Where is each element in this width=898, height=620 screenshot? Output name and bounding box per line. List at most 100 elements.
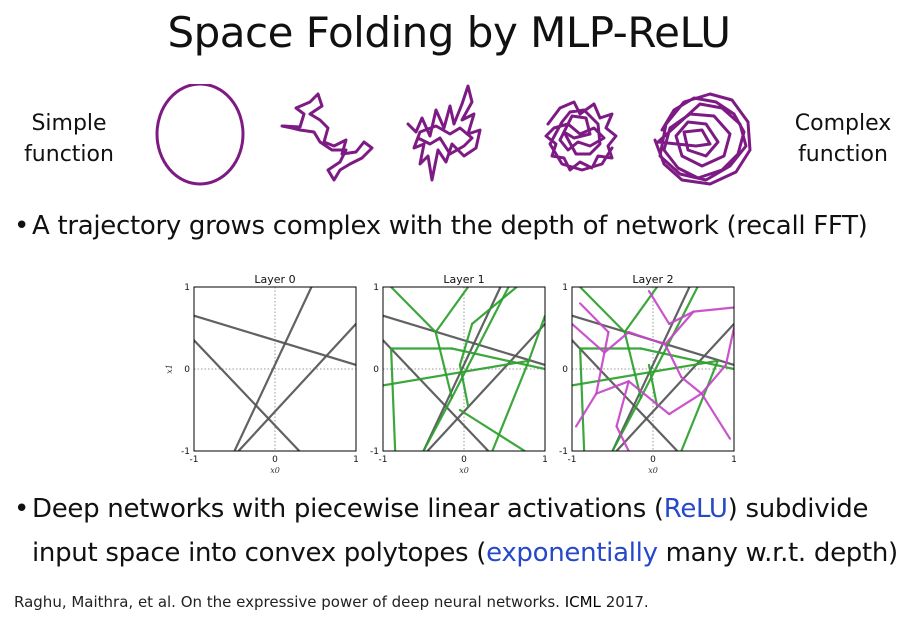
bullet2-line2-pre: input space into convex polytopes (: [32, 538, 487, 568]
citation-pre: Raghu, Maithra, et al. On the expressive…: [14, 593, 565, 611]
y-tick-label: -1: [181, 447, 190, 457]
bullet2-line2-post: many w.r.t. depth): [657, 538, 898, 568]
segment-layer1: [639, 347, 734, 371]
y-tick-label: 0: [562, 365, 568, 375]
segment-layer0: [233, 287, 313, 451]
segments-group: [383, 287, 545, 451]
bullet-dot: •: [14, 211, 30, 241]
segment-layer0: [422, 287, 502, 451]
segment-layer1: [623, 330, 642, 399]
segment-layer1: [390, 287, 437, 334]
complex-label-line2: function: [798, 142, 888, 167]
segment-layer1: [579, 347, 586, 451]
segment-layer1: [647, 363, 659, 407]
segment-layer2: [668, 392, 703, 416]
y-tick-label: 0: [184, 365, 190, 375]
y-tick-label: 1: [184, 283, 190, 293]
segment-layer1: [450, 347, 545, 371]
x-tick-label: 0: [650, 455, 656, 465]
trajectory-depth-2: [406, 84, 482, 182]
segment-layer2: [680, 376, 703, 395]
layer-panel-1: Layer 1 -1 0 1 -1 0 1 x0: [370, 273, 548, 475]
x-tick-label: -1: [568, 455, 577, 465]
y-tick-label: 1: [562, 283, 568, 293]
bullet-trajectory: • A trajectory grows complex with the dep…: [14, 211, 868, 241]
segment-layer1: [458, 322, 474, 367]
segment-layer1: [572, 359, 719, 387]
plot-frame: [571, 286, 735, 452]
segment-layer2: [627, 330, 667, 346]
bullet-relu: • Deep networks with piecewise linear act…: [14, 494, 868, 524]
segment-layer2: [615, 380, 630, 428]
segment-layer2: [700, 363, 728, 395]
segment-layer1: [611, 396, 642, 451]
segment-layer0: [611, 287, 691, 451]
x-tick-label: 0: [272, 455, 278, 465]
segment-layer2: [603, 330, 630, 354]
plot-title: Layer 0: [254, 273, 295, 286]
exponentially-highlight: exponentially: [486, 538, 658, 568]
y-tick-label: -1: [559, 447, 568, 457]
complex-label-line1: Complex: [794, 111, 892, 136]
segment-layer1: [623, 287, 659, 334]
plot-frame: [193, 286, 357, 452]
segment-layer1: [434, 330, 453, 399]
plot-title: Layer 1: [443, 273, 484, 286]
segment-layer0: [615, 322, 734, 451]
x-axis-label: x0: [459, 466, 469, 475]
x-tick-label: -1: [190, 455, 199, 465]
x-tick-label: 1: [731, 455, 737, 465]
y-tick-label: 1: [373, 283, 379, 293]
segment-layer1: [390, 347, 397, 451]
segment-layer2: [595, 380, 630, 395]
bullet2-pre: Deep networks with piecewise linear acti…: [32, 494, 664, 524]
segment-layer1: [383, 359, 530, 387]
segments-group: [194, 287, 356, 451]
segment-layer2: [647, 290, 671, 326]
trajectory-circle: [155, 84, 245, 186]
segment-layer2: [572, 322, 606, 354]
segment-layer2: [664, 343, 683, 379]
segment-layer1: [491, 359, 530, 451]
segment-layer2: [574, 392, 598, 428]
x-tick-label: 0: [461, 455, 467, 465]
segment-layer0: [194, 339, 301, 451]
segment-layer1: [450, 287, 510, 399]
trajectory-depth-3: [544, 100, 618, 172]
y-tick-label: 0: [373, 365, 379, 375]
simple-label-line2: function: [24, 142, 114, 167]
segment-layer0: [426, 322, 545, 451]
segment-layer2: [579, 302, 610, 334]
segment-layer2: [595, 330, 610, 395]
y-axis-label: x1: [165, 364, 174, 374]
slide-title: Space Folding by MLP-ReLU: [167, 8, 731, 57]
segment-layer1: [434, 287, 470, 334]
segment-layer2: [615, 425, 630, 451]
layer-panel-2: Layer 2 -1 0 1 -1 0 1 x0: [559, 273, 737, 475]
trajectory-depth-4: [653, 92, 752, 186]
segment-layer2: [668, 310, 695, 326]
segment-layer2: [700, 392, 732, 440]
simple-function-label: Simple function: [14, 108, 124, 170]
x-axis-label: x0: [270, 466, 280, 475]
segment-layer1: [579, 287, 626, 334]
segment-layer2: [724, 326, 734, 367]
bullet-dot: •: [14, 494, 30, 524]
bullet2-mid: ) subdivide: [727, 494, 869, 524]
citation-post: 2017.: [600, 593, 649, 611]
bullet-relu-line2: input space into convex polytopes (expon…: [14, 538, 898, 568]
simple-label-line1: Simple: [31, 111, 107, 136]
segment-layer1: [639, 287, 699, 399]
complex-function-label: Complex function: [788, 108, 898, 170]
segments-group: [572, 287, 734, 451]
x-tick-label: 1: [353, 455, 359, 465]
segment-layer1: [680, 359, 719, 451]
layer-panel-0: Layer 0 -1 0 1 -1 0 1 x0 x1: [165, 273, 359, 475]
trajectory-depth-1: [280, 92, 374, 182]
plot-title: Layer 2: [632, 273, 673, 286]
y-tick-label: -1: [370, 447, 379, 457]
x-axis-label: x0: [648, 466, 658, 475]
citation-venue: ICML: [564, 593, 601, 611]
segment-layer0: [237, 322, 356, 451]
segment-layer0: [194, 314, 356, 367]
